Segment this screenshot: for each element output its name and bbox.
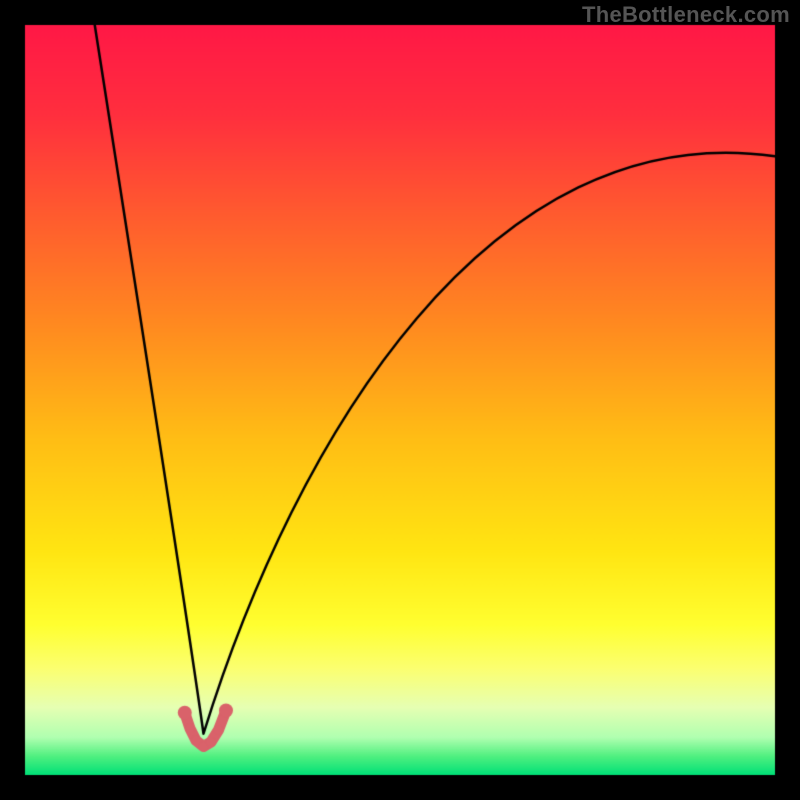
bottleneck-plot — [0, 0, 800, 800]
chart-frame: TheBottleneck.com — [0, 0, 800, 800]
watermark-text: TheBottleneck.com — [582, 2, 790, 28]
